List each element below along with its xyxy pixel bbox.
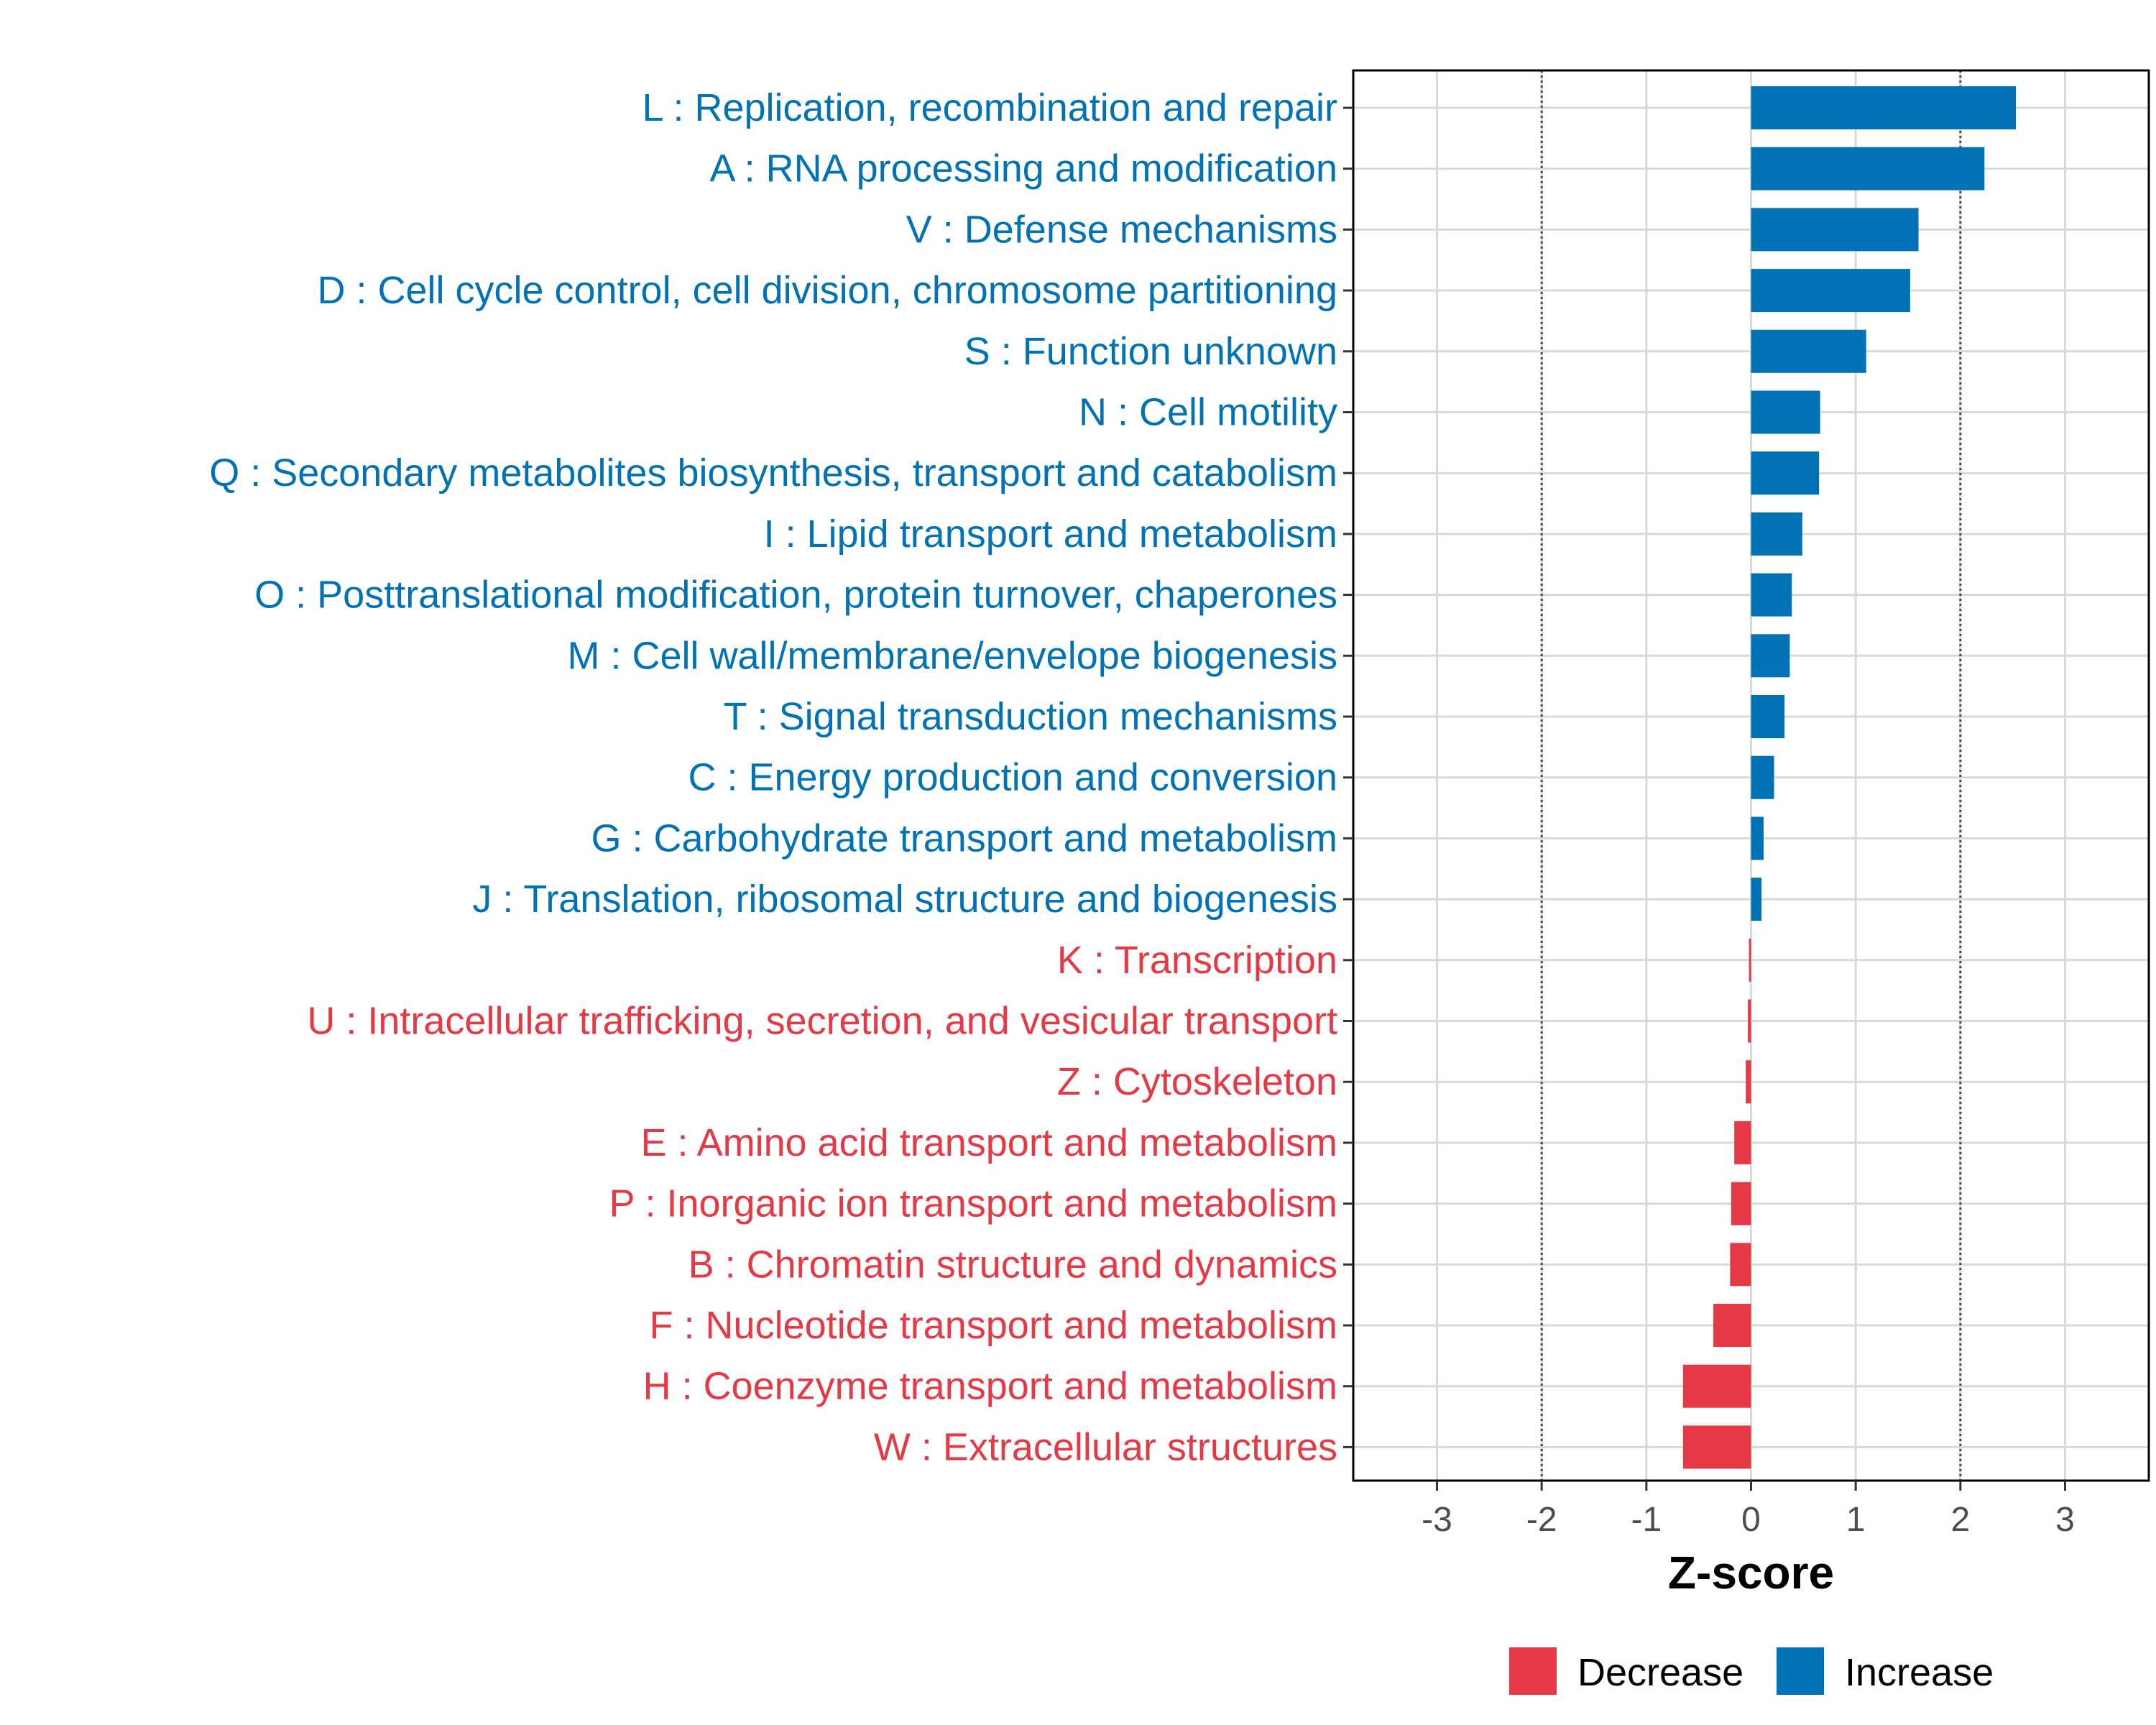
legend: Decrease Increase xyxy=(1509,1647,1994,1695)
bar xyxy=(1749,938,1751,982)
category-label: N : Cell motility xyxy=(1079,391,1337,434)
category-label: D : Cell cycle control, cell division, c… xyxy=(317,269,1337,312)
category-label: C : Energy production and conversion xyxy=(688,756,1337,799)
bar xyxy=(1751,634,1790,678)
x-tick-label: 2 xyxy=(1950,1501,1970,1539)
bar xyxy=(1682,1364,1751,1408)
category-label: Z : Cytoskeleton xyxy=(1057,1060,1337,1103)
x-tick-label: 0 xyxy=(1741,1501,1761,1539)
category-label: V : Defense mechanisms xyxy=(906,208,1337,251)
x-tick-label: -3 xyxy=(1422,1501,1452,1539)
bar xyxy=(1751,695,1785,738)
category-label: S : Function unknown xyxy=(964,330,1337,373)
legend-label-increase: Increase xyxy=(1845,1651,1994,1694)
y-ticks: L : Replication, recombination and repai… xyxy=(209,86,1353,1468)
category-label: B : Chromatin structure and dynamics xyxy=(688,1243,1337,1286)
bar xyxy=(1751,512,1802,556)
bar xyxy=(1751,86,2017,129)
category-label: Q : Secondary metabolites biosynthesis, … xyxy=(209,451,1337,494)
bar xyxy=(1748,999,1751,1043)
x-ticks: -3 -2 -1 0 1 2 3 xyxy=(1422,1481,2075,1539)
x-axis-title: Z-score xyxy=(1668,1547,1834,1598)
bar xyxy=(1751,390,1820,434)
category-label: P : Inorganic ion transport and metaboli… xyxy=(609,1182,1337,1225)
category-label: W : Extracellular structures xyxy=(874,1425,1337,1468)
x-tick-label: -2 xyxy=(1526,1501,1557,1539)
x-tick-label: 1 xyxy=(1846,1501,1866,1539)
category-label: L : Replication, recombination and repai… xyxy=(642,86,1337,129)
bar xyxy=(1751,573,1792,617)
bar xyxy=(1746,1060,1751,1104)
bar xyxy=(1751,329,1866,373)
bar xyxy=(1682,1425,1751,1469)
bar xyxy=(1713,1304,1751,1347)
legend-swatch-decrease xyxy=(1509,1647,1557,1695)
category-label: A : RNA processing and modification xyxy=(710,147,1337,190)
bar xyxy=(1751,816,1764,860)
bar xyxy=(1751,878,1762,921)
category-label: M : Cell wall/membrane/envelope biogenes… xyxy=(567,634,1337,677)
category-label: T : Signal transduction mechanisms xyxy=(724,695,1337,738)
category-label: J : Translation, ribosomal structure and… xyxy=(472,878,1337,921)
legend-label-decrease: Decrease xyxy=(1577,1651,1743,1694)
category-label: K : Transcription xyxy=(1057,939,1337,982)
bars xyxy=(1682,86,2017,1469)
bar xyxy=(1751,147,1985,190)
category-label: H : Coenzyme transport and metabolism xyxy=(643,1365,1337,1408)
reference-lines xyxy=(1540,70,1962,1481)
bar xyxy=(1751,451,1820,495)
bar xyxy=(1731,1182,1751,1225)
category-label: I : Lipid transport and metabolism xyxy=(764,512,1337,556)
category-label: E : Amino acid transport and metabolism xyxy=(641,1121,1337,1164)
bar xyxy=(1751,208,1919,252)
legend-swatch-increase xyxy=(1777,1647,1824,1695)
category-label: U : Intracellular trafficking, secretion… xyxy=(307,1000,1337,1043)
x-tick-label: -1 xyxy=(1631,1501,1662,1539)
bar xyxy=(1730,1243,1751,1287)
bar xyxy=(1734,1121,1751,1164)
category-label: O : Posttranslational modification, prot… xyxy=(254,574,1337,617)
category-label: G : Carbohydrate transport and metabolis… xyxy=(591,816,1338,860)
bar xyxy=(1751,755,1774,799)
category-label: F : Nucleotide transport and metabolism xyxy=(650,1304,1337,1347)
x-tick-label: 3 xyxy=(2055,1501,2075,1539)
bar xyxy=(1751,269,1910,313)
